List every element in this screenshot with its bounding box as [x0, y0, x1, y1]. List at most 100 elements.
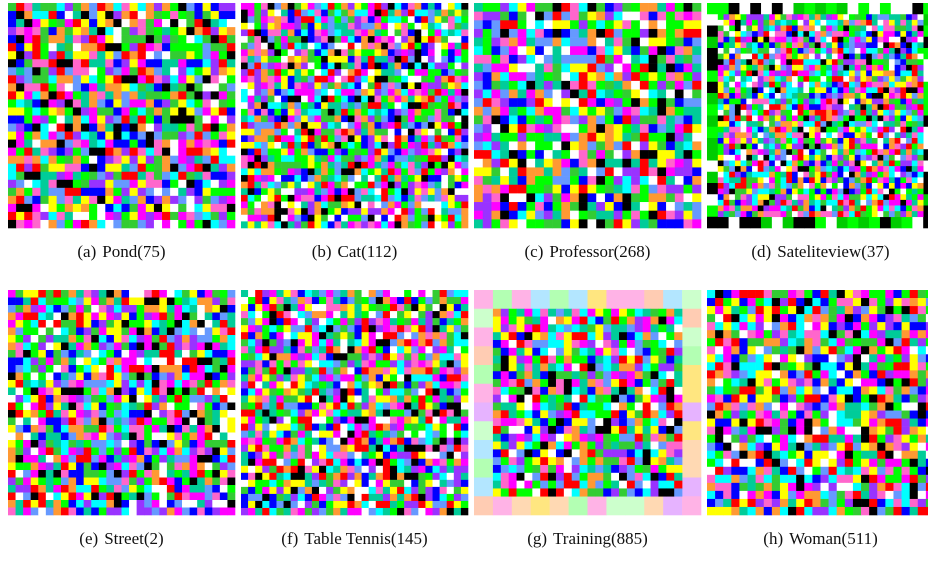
- pixel: [388, 122, 395, 129]
- pixel: [860, 132, 866, 138]
- pixel: [786, 155, 792, 161]
- pixel: [113, 67, 121, 75]
- pixel: [684, 3, 693, 12]
- pixel: [211, 188, 219, 196]
- pixel: [268, 109, 275, 116]
- pixel: [16, 388, 24, 396]
- pixel: [553, 107, 562, 116]
- pixel: [321, 208, 328, 215]
- pixel: [84, 358, 92, 366]
- pixel: [97, 91, 105, 99]
- pixel: [718, 189, 724, 195]
- pixel: [684, 64, 693, 73]
- pixel: [174, 313, 182, 321]
- pixel: [81, 19, 89, 27]
- pixel: [8, 350, 16, 358]
- pixel: [912, 161, 918, 167]
- pixel: [425, 297, 432, 304]
- pixel: [16, 180, 24, 188]
- pixel: [227, 140, 235, 148]
- pixel: [752, 48, 758, 54]
- pixel: [40, 107, 48, 115]
- pixel: [99, 380, 107, 388]
- pixel: [815, 206, 821, 212]
- pixel: [341, 36, 348, 43]
- pixel: [122, 470, 130, 478]
- pixel: [553, 12, 562, 21]
- pixel: [220, 500, 228, 508]
- pixel: [113, 91, 121, 99]
- pixel: [769, 14, 775, 20]
- pixel: [137, 320, 145, 328]
- pixel: [622, 193, 631, 202]
- pixel: [84, 455, 92, 463]
- pixel: [170, 220, 178, 228]
- pixel: [321, 135, 328, 142]
- pixel: [308, 142, 315, 149]
- pixel: [368, 56, 375, 63]
- pixel: [138, 196, 146, 204]
- pixel: [832, 166, 838, 172]
- pixel: [769, 211, 775, 217]
- pixel: [435, 102, 442, 109]
- pixel: [194, 67, 202, 75]
- pixel: [381, 162, 388, 169]
- pixel: [114, 365, 122, 373]
- pixel: [152, 395, 160, 403]
- pixel: [375, 76, 382, 83]
- pixel: [441, 102, 448, 109]
- panel-caption: Street(2): [104, 529, 163, 548]
- pixel: [729, 144, 735, 150]
- pixel: [553, 141, 562, 150]
- pixel: [428, 149, 435, 156]
- pixel: [170, 196, 178, 204]
- pixel: [631, 219, 640, 228]
- pixel: [718, 161, 724, 167]
- pixel: [212, 358, 220, 366]
- pixel: [763, 76, 769, 82]
- pixel: [268, 23, 275, 30]
- pixel: [348, 135, 355, 142]
- pixel: [16, 328, 24, 336]
- pixel: [341, 56, 348, 63]
- pixel: [786, 93, 792, 99]
- pixel: [288, 43, 295, 50]
- pixel: [40, 188, 48, 196]
- pixel: [138, 59, 146, 67]
- pixel: [889, 14, 895, 20]
- pixel: [348, 43, 355, 50]
- pixel: [553, 150, 562, 159]
- pixel: [8, 116, 16, 124]
- pixel: [809, 42, 815, 48]
- pixel: [84, 403, 92, 411]
- pixel: [40, 220, 48, 228]
- pixel: [194, 59, 202, 67]
- pixel: [16, 148, 24, 156]
- pixel: [561, 38, 570, 47]
- pixel: [8, 410, 16, 418]
- panel-caption: Cat(112): [338, 242, 398, 261]
- pixel: [860, 211, 866, 217]
- pixel: [483, 202, 492, 211]
- pixel: [114, 410, 122, 418]
- pixel: [220, 358, 228, 366]
- pixel: [588, 176, 597, 185]
- pixel: [826, 132, 832, 138]
- pixel: [631, 211, 640, 220]
- pixel: [167, 343, 175, 351]
- pixel: [146, 140, 154, 148]
- pixel: [775, 87, 781, 93]
- pixel: [23, 313, 31, 321]
- pixel: [461, 102, 468, 109]
- pixel: [328, 135, 335, 142]
- panel-label: (b): [312, 242, 332, 261]
- pixel: [758, 194, 764, 200]
- pixel: [146, 91, 154, 99]
- pixel: [640, 3, 649, 12]
- pixel: [692, 133, 701, 142]
- pixel: [194, 91, 202, 99]
- pixel: [46, 298, 54, 306]
- pixel: [288, 96, 295, 103]
- pixel: [605, 29, 614, 38]
- pixel: [91, 470, 99, 478]
